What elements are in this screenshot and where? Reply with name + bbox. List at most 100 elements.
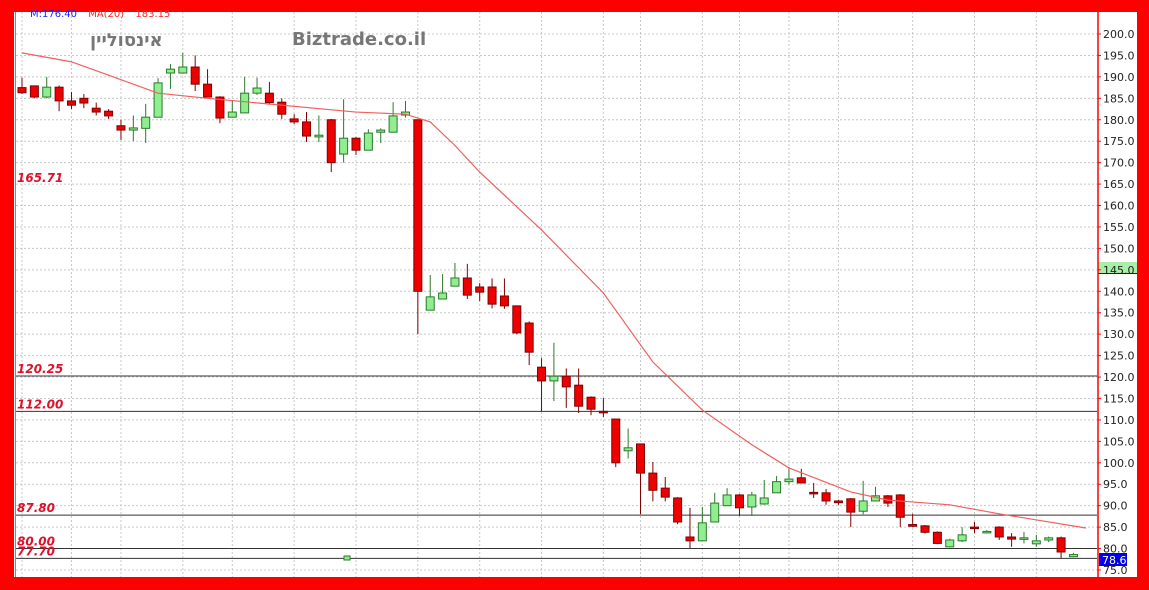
candle <box>450 262 460 287</box>
candle-body <box>549 375 559 382</box>
candle-body <box>673 497 683 523</box>
candle <box>549 342 559 402</box>
candle <box>252 77 262 95</box>
candle-body <box>722 494 732 507</box>
candle-body <box>734 494 744 509</box>
last-price-box <box>1099 553 1127 566</box>
candle-body <box>178 66 188 74</box>
candle-body <box>1007 536 1017 540</box>
candle-body <box>388 115 398 133</box>
candle-body <box>908 524 918 527</box>
candle <box>537 358 547 412</box>
candle-body <box>227 111 237 118</box>
y-tick-label: 180.0 <box>1103 114 1135 127</box>
candle <box>302 112 312 143</box>
candle-body <box>1044 537 1054 541</box>
candle <box>116 119 126 140</box>
chart-title: אינסוליין <box>90 30 163 51</box>
y-tick-label: 105.0 <box>1103 435 1135 448</box>
candle <box>438 274 448 300</box>
candle-body <box>289 118 299 123</box>
candle <box>215 96 225 124</box>
candle <box>351 136 361 155</box>
candle <box>363 129 373 151</box>
grid <box>16 12 1097 577</box>
candle <box>203 69 213 98</box>
y-tick-label: 170.0 <box>1103 157 1135 170</box>
candle-body <box>833 500 843 504</box>
candle <box>66 91 76 110</box>
y-tick-label: 165.0 <box>1103 178 1135 191</box>
candle <box>784 467 794 485</box>
candle <box>339 99 349 163</box>
y-tick-label: 195.0 <box>1103 49 1135 62</box>
candle-body <box>710 502 720 523</box>
candle-body <box>586 396 596 410</box>
candle-body <box>524 322 534 353</box>
y-tick-label: 125.0 <box>1103 350 1135 363</box>
y-tick-label: 140.0 <box>1103 285 1135 298</box>
candle-body <box>784 478 794 483</box>
candle-body <box>363 132 373 151</box>
candle <box>673 497 683 525</box>
candle <box>574 368 584 414</box>
candle <box>1031 534 1041 547</box>
candle-body <box>895 494 905 518</box>
candle <box>42 76 52 99</box>
candle <box>759 479 769 505</box>
candle-body <box>438 292 448 300</box>
candle-body <box>277 101 287 115</box>
y-tick-label: 100.0 <box>1103 457 1135 470</box>
candle-body <box>128 127 138 131</box>
candle-body <box>450 277 460 287</box>
y-axis-ticks: 200.0 195.0 190.0 185.0 180.0 175.0 170.0 165.0… <box>1098 28 1135 577</box>
candle-body <box>475 286 485 293</box>
candles <box>17 52 1078 558</box>
candle <box>499 278 509 309</box>
ma20-line <box>21 52 1086 529</box>
candle <box>79 94 89 109</box>
y-tick-label: 200.0 <box>1103 28 1135 41</box>
candle <box>648 461 658 502</box>
y-tick-label: 120.0 <box>1103 371 1135 384</box>
candle <box>722 488 732 507</box>
candle <box>413 119 423 335</box>
level-label: 87.80 <box>17 501 55 515</box>
candle-body <box>91 107 101 113</box>
candle-body <box>821 492 831 502</box>
candle <box>994 526 1004 540</box>
candle-body <box>623 447 633 452</box>
candle-body <box>660 487 670 498</box>
candle <box>153 78 163 118</box>
plot-background <box>14 12 1137 577</box>
candle <box>128 115 138 142</box>
candle <box>821 488 831 505</box>
candle <box>623 428 633 459</box>
candle <box>586 396 596 416</box>
candle <box>982 530 992 534</box>
candle-body <box>240 92 250 114</box>
candle-body <box>685 536 695 542</box>
candle-body <box>116 125 126 131</box>
candle-body <box>203 83 213 98</box>
candle-body <box>994 526 1004 538</box>
y-tick-label: 95.0 <box>1103 478 1128 491</box>
candle-body <box>648 472 658 491</box>
level-label: 80.00 <box>17 535 55 549</box>
candle <box>524 321 534 366</box>
candle-body <box>636 443 645 474</box>
candle <box>289 114 299 125</box>
candle <box>561 368 571 408</box>
y-tick-label: 190.0 <box>1103 71 1135 84</box>
candle <box>277 98 287 119</box>
candle <box>1068 552 1078 558</box>
candle-body <box>413 119 423 292</box>
candle <box>17 77 27 95</box>
candle-body <box>574 384 584 407</box>
candle <box>1056 536 1066 558</box>
candle <box>91 102 101 116</box>
candle <box>487 278 497 309</box>
y-tick-label: 150.0 <box>1103 242 1135 255</box>
candle <box>809 482 819 498</box>
